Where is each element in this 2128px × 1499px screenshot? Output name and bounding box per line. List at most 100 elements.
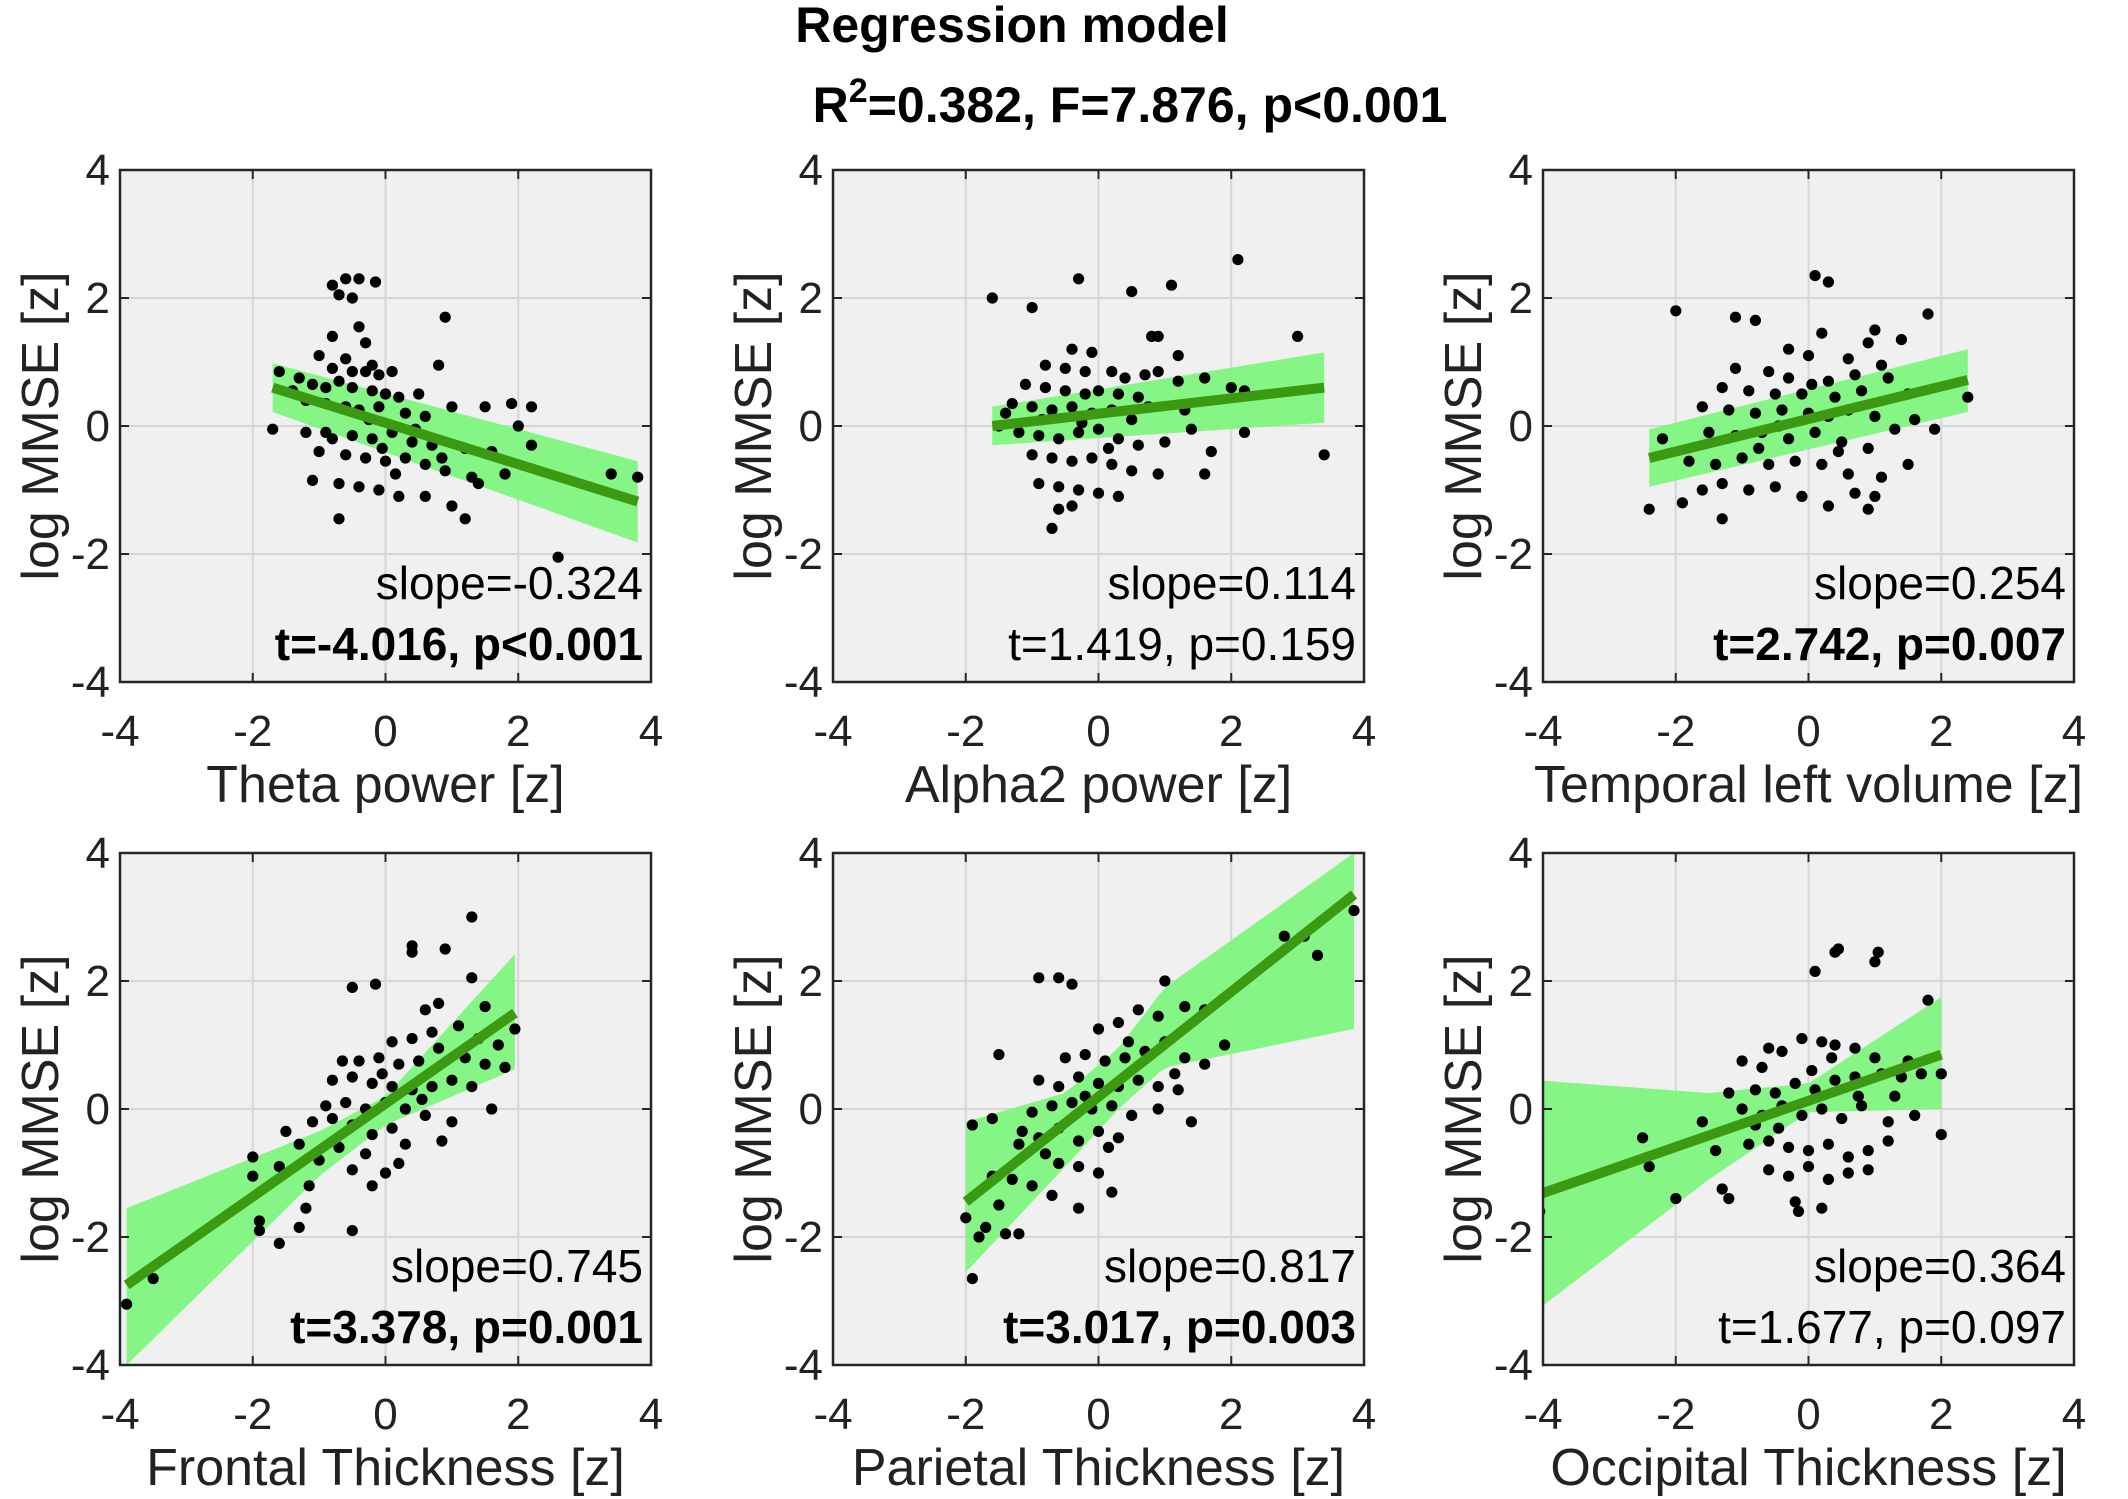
data-point [1852,1090,1864,1102]
data-point [452,1020,465,1032]
y-tick-label: 2 [1509,957,1533,1006]
y-tick-label: 0 [86,402,110,451]
data-point [373,369,385,381]
y-tick-label: 0 [799,1085,823,1134]
data-point [1842,1151,1854,1163]
data-point [376,442,388,454]
x-tick-label: 0 [1796,707,1820,756]
data-point [1849,369,1861,381]
data-point [366,1077,378,1089]
data-point [1046,452,1058,464]
data-point [1311,949,1324,962]
data-point [1643,503,1655,515]
data-point [1789,1077,1801,1089]
data-point [360,452,372,464]
data-point [1092,1077,1105,1089]
data-point [1656,433,1669,445]
x-tick-label: -4 [813,1390,852,1439]
data-point [399,1103,411,1115]
data-point [1796,388,1808,400]
data-point [1179,1001,1191,1013]
data-point [340,1097,352,1109]
data-point [1205,446,1217,458]
data-point [1066,978,1078,990]
x-tick-label: -4 [100,707,139,756]
x-axis-label: Occipital Thickness [z] [1550,1439,2066,1497]
slope-annotation: slope=0.364 [1814,1240,2066,1292]
data-point [1842,353,1854,365]
data-point [1079,388,1091,400]
data-point [433,1042,445,1054]
data-point [1802,350,1815,362]
data-point [433,359,445,371]
x-tick-label: 4 [2062,1390,2086,1439]
x-tick-label: 4 [2062,707,2086,756]
data-point [1723,404,1735,416]
data-point [326,330,338,342]
y-tick-label: -2 [784,1213,823,1262]
data-point [1106,458,1118,470]
data-point [446,1074,458,1086]
data-point [1862,1145,1874,1157]
panel-grid: -4 -2 0 2 4 -4 -2 0 2 4 Theta power [z] log MMSE [z… [12,146,2086,1497]
data-point [1119,372,1131,384]
data-point [426,1081,438,1093]
plot-content [1643,270,1974,525]
data-point [1670,305,1682,317]
data-point [1862,337,1874,349]
data-point [293,1138,305,1150]
data-point [509,1023,521,1035]
data-point [1783,372,1795,384]
x-tick-label: -4 [1523,707,1562,756]
data-point [346,1071,358,1083]
data-point [1829,1039,1841,1051]
data-point [1152,1103,1164,1115]
data-point [1046,1189,1058,1201]
data-point [1073,426,1085,438]
data-point [1723,1087,1735,1099]
data-point [253,1225,265,1237]
test-statistic-annotation: t=-4.016, p<0.001 [275,618,643,670]
data-point [506,398,518,410]
data-point [1152,366,1164,378]
data-point [1783,1170,1795,1182]
data-point [121,1298,133,1310]
data-point [360,337,372,349]
data-point [446,1116,458,1128]
y-axis-label: log MMSE [z] [725,271,783,580]
data-point [1172,1084,1184,1096]
data-point [1066,455,1078,467]
data-point [386,1081,398,1093]
data-point [1716,1183,1728,1195]
data-point [333,1141,345,1153]
data-point [1749,407,1761,419]
data-point [1073,273,1085,285]
data-point [379,1167,392,1179]
data-point [1238,426,1251,438]
data-point [1292,330,1304,342]
data-point [552,551,564,563]
data-point [1869,324,1881,336]
data-point [1710,458,1722,470]
data-points [267,273,644,563]
y-tick-label: -4 [71,658,110,707]
data-point [1026,1106,1038,1118]
data-point [1169,1068,1181,1080]
data-point [973,1231,985,1243]
data-point [369,978,382,990]
data-point [1092,1023,1105,1035]
data-point [1909,414,1921,426]
y-tick-label: 4 [1509,146,1533,195]
x-tick-label: 2 [1929,707,1953,756]
data-point [980,1221,992,1233]
data-point [1822,1173,1834,1185]
data-point [1112,1132,1124,1144]
data-point [1152,330,1164,342]
data-point [1073,1202,1085,1214]
data-point [1816,1103,1828,1115]
data-point [1862,1164,1874,1176]
data-point [333,513,345,525]
data-point [1789,455,1801,467]
data-point [1743,1138,1755,1150]
